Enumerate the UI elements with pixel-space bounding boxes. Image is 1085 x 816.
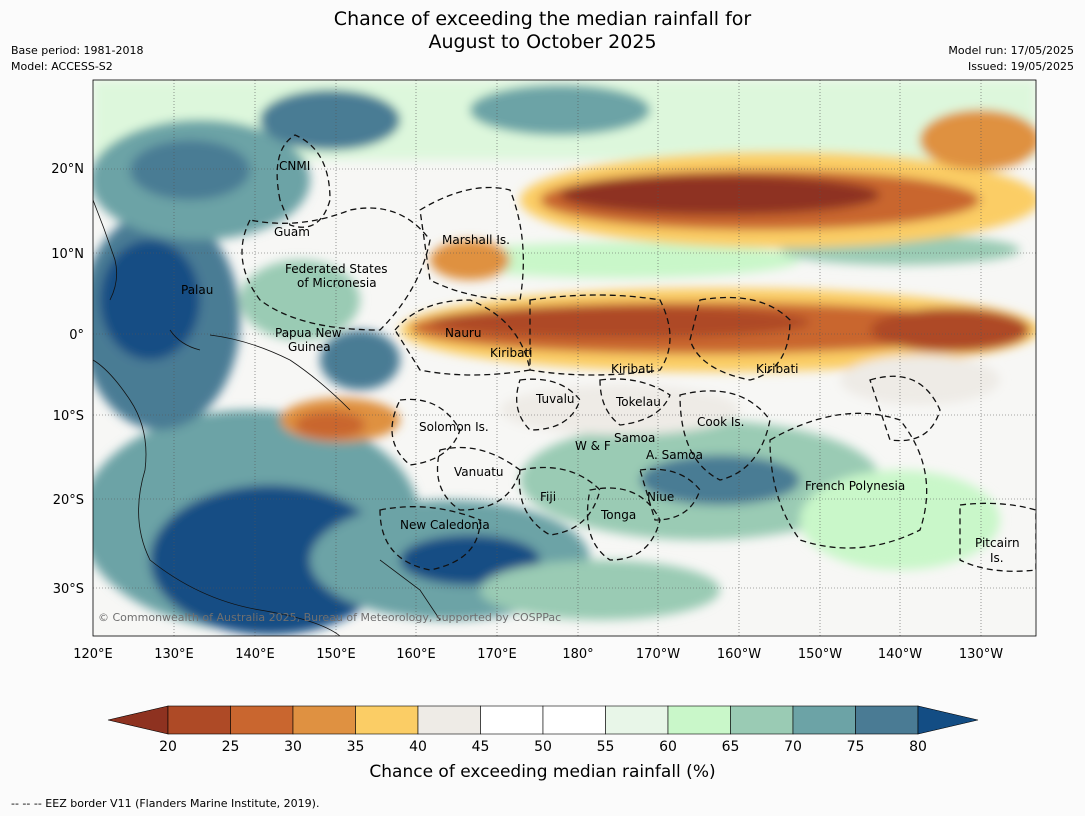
colorbar-segment xyxy=(792,705,856,735)
latitude-axis: 20°N 10°N 0° 10°S 20°S 30°S xyxy=(51,162,84,597)
label-french-polynesia: French Polynesia xyxy=(805,479,905,493)
model-name: Model: ACCESS-S2 xyxy=(11,60,113,73)
label-kiribati-west: Kiribati xyxy=(490,346,532,360)
colorbar-segment xyxy=(667,705,731,735)
label-american-samoa: A. Samoa xyxy=(646,448,703,462)
colorbar-segment xyxy=(230,705,294,735)
lon-tick-label: 170°W xyxy=(636,647,680,662)
lat-tick-label: 10°N xyxy=(51,247,84,262)
colorbar-tick-label: 25 xyxy=(222,739,240,755)
model-info: Base period: 1981-2018 Model: ACCESS-S2 xyxy=(11,43,143,75)
colorbar-extend-low xyxy=(107,705,169,735)
colorbar-tick-label: 80 xyxy=(909,739,927,755)
title-line-2: August to October 2025 xyxy=(428,31,657,53)
label-pitcairn-line2: Is. xyxy=(990,551,1004,565)
eez-footnote: -- -- -- EEZ border V11 (Flanders Marine… xyxy=(11,797,320,810)
colorbar-segment xyxy=(417,705,481,735)
lon-tick-label: 180° xyxy=(562,647,593,662)
label-fsm-line1: Federated States xyxy=(285,262,387,276)
label-tokelau: Tokelau xyxy=(615,395,661,409)
colorbar-segment xyxy=(730,705,794,735)
map-area: © Commonwealth of Australia 2025, Bureau… xyxy=(93,80,1036,636)
map-title: Chance of exceeding the median rainfall … xyxy=(0,8,1085,54)
issued-date: Issued: 19/05/2025 xyxy=(967,60,1074,73)
base-period: Base period: 1981-2018 xyxy=(11,44,144,57)
lon-tick-label: 170°E xyxy=(477,647,517,662)
lon-tick-label: 120°E xyxy=(73,647,113,662)
label-palau: Palau xyxy=(181,283,213,297)
copyright-notice: © Commonwealth of Australia 2025, Bureau… xyxy=(98,611,561,624)
place-labels: CNMI Guam Marshall Is. Federated States … xyxy=(181,159,1020,565)
map-frame xyxy=(92,79,1037,637)
lat-tick-label: 30°S xyxy=(53,582,84,597)
lon-tick-label: 150°E xyxy=(316,647,356,662)
label-tonga: Tonga xyxy=(600,508,636,522)
lon-tick-label: 130°E xyxy=(154,647,194,662)
colorbar-tick-label: 30 xyxy=(284,739,302,755)
lon-tick-label: 130°W xyxy=(959,647,1003,662)
label-samoa: Samoa xyxy=(614,431,655,445)
colorbar-tick-label: 40 xyxy=(409,739,427,755)
colorbar-tick-label: 60 xyxy=(659,739,677,755)
label-solomon-islands: Solomon Is. xyxy=(419,420,489,434)
label-wallis-futuna: W & F xyxy=(575,439,611,453)
colorbar-tick-label: 20 xyxy=(159,739,177,755)
run-info: Model run: 17/05/2025 Issued: 19/05/2025 xyxy=(948,43,1074,75)
rainfall-field xyxy=(93,80,1036,635)
label-cnmi: CNMI xyxy=(279,159,310,173)
lon-tick-label: 140°W xyxy=(878,647,922,662)
colorbar-tick-label: 65 xyxy=(722,739,740,755)
colorbar-segment xyxy=(480,705,544,735)
label-png-line1: Papua New xyxy=(275,326,342,340)
colorbar-tick-label: 35 xyxy=(347,739,365,755)
colorbar-tick-label: 70 xyxy=(784,739,802,755)
colorbar-segment xyxy=(292,705,356,735)
label-kiribati-central: Kiribati xyxy=(611,362,653,376)
model-run: Model run: 17/05/2025 xyxy=(948,44,1074,57)
colorbar-tick-label: 75 xyxy=(847,739,865,755)
label-kiribati-east: Kiribati xyxy=(756,362,798,376)
label-nauru: Nauru xyxy=(445,326,481,340)
label-png-line2: Guinea xyxy=(288,340,331,354)
label-fiji: Fiji xyxy=(540,490,556,504)
label-guam: Guam xyxy=(274,225,310,239)
label-pitcairn-line1: Pitcairn xyxy=(975,536,1020,550)
label-niue: Niue xyxy=(647,490,674,504)
colorbar-extend-high xyxy=(917,705,979,735)
longitude-axis: 120°E 130°E 140°E 150°E 160°E 170°E 180°… xyxy=(73,647,1003,662)
label-tuvalu: Tuvalu xyxy=(535,392,575,406)
lon-tick-label: 160°W xyxy=(717,647,761,662)
label-marshall-islands: Marshall Is. xyxy=(442,233,510,247)
label-cook-islands: Cook Is. xyxy=(697,415,744,429)
colorbar-label: Chance of exceeding median rainfall (%) xyxy=(369,762,716,782)
label-new-caledonia: New Caledonia xyxy=(400,518,490,532)
title-line-1: Chance of exceeding the median rainfall … xyxy=(333,8,752,30)
colorbar-tick-label: 55 xyxy=(597,739,615,755)
label-vanuatu: Vanuatu xyxy=(454,465,504,479)
colorbar-tick-label: 50 xyxy=(534,739,552,755)
label-fsm-line2: of Micronesia xyxy=(297,276,377,290)
colorbar-segment xyxy=(605,705,669,735)
colorbar-tick-label: 45 xyxy=(472,739,490,755)
eez-borders xyxy=(241,134,1036,572)
coastlines xyxy=(93,199,441,636)
colorbar: 20 25 30 35 40 45 50 55 60 65 70 75 80 xyxy=(107,705,979,755)
lon-tick-label: 150°W xyxy=(798,647,842,662)
colorbar-segment xyxy=(355,705,419,735)
colorbar-segment xyxy=(542,705,606,735)
lat-tick-label: 20°N xyxy=(51,162,84,177)
lon-tick-label: 140°E xyxy=(235,647,275,662)
colorbar-segment xyxy=(855,705,919,735)
lat-tick-label: 20°S xyxy=(53,493,84,508)
lat-tick-label: 10°S xyxy=(53,409,84,424)
lat-tick-label: 0° xyxy=(69,328,84,343)
graticule xyxy=(93,80,1036,636)
lon-tick-label: 160°E xyxy=(396,647,436,662)
colorbar-segment xyxy=(167,705,231,735)
